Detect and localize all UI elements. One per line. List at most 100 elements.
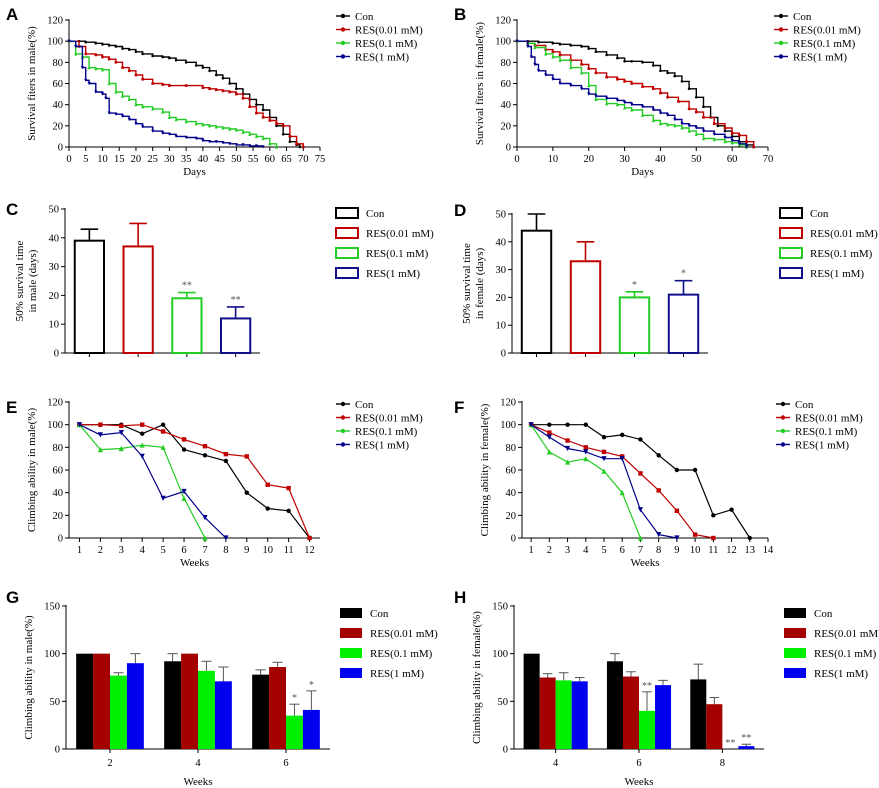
data-point — [201, 123, 205, 127]
data-point — [551, 55, 555, 59]
x-axis-label: Weeks — [630, 557, 659, 569]
y-tick-label: 80 — [53, 443, 64, 454]
data-point — [587, 92, 591, 96]
bar — [738, 746, 755, 749]
data-point — [605, 75, 608, 79]
legend-label: RES(0.1 mM) — [355, 38, 418, 50]
data-point — [641, 85, 644, 88]
x-tick-label: 4 — [195, 758, 201, 769]
data-point — [666, 71, 669, 75]
legend-marker — [340, 442, 346, 447]
significance-mark: ** — [231, 295, 241, 306]
data-point — [298, 145, 302, 149]
legend-item: RES(0.01 mM) — [776, 413, 863, 425]
bar — [220, 317, 252, 355]
data-point — [587, 67, 591, 70]
x-tick-label: 40 — [198, 154, 209, 165]
data-point — [558, 81, 562, 86]
data-point — [194, 136, 198, 141]
x-tick-label: 2 — [107, 758, 112, 769]
data-point — [281, 133, 285, 136]
data-point — [641, 61, 644, 64]
legend-item: RES(0.01 mM) — [774, 25, 861, 37]
data-point — [174, 117, 178, 122]
data-point — [161, 55, 165, 59]
y-axis-label: Survival fiters in female(%) — [474, 22, 486, 145]
legend-item: Con — [336, 11, 374, 23]
data-point — [221, 126, 225, 130]
legend-item: RES(0.01 mM) — [340, 628, 438, 640]
x-tick-label: 8 — [223, 545, 228, 556]
data-point — [255, 103, 258, 106]
data-point — [127, 97, 131, 101]
data-point — [134, 50, 138, 54]
x-tick-label: 10 — [97, 154, 108, 165]
data-point — [107, 57, 111, 61]
y-tick-label: 20 — [49, 291, 60, 302]
data-point — [674, 508, 680, 513]
legend-label: RES(1 mM) — [810, 268, 864, 280]
data-point — [701, 136, 706, 141]
data-point — [134, 122, 138, 126]
legend-marker — [340, 54, 346, 59]
legend-marker — [340, 27, 346, 32]
data-point — [107, 44, 111, 47]
y-axis-label: Climbing ability in male(%) — [23, 615, 35, 740]
data-point — [546, 449, 552, 455]
data-point — [94, 41, 98, 45]
x-tick-label: 70 — [298, 154, 309, 165]
y-tick-label: 0 — [58, 534, 63, 545]
data-point — [221, 76, 225, 80]
y-axis-label: 50% survival time — [14, 241, 26, 322]
x-tick-label: 60 — [727, 154, 738, 165]
y-tick-label: 80 — [506, 443, 517, 454]
data-point — [569, 66, 573, 70]
data-point — [680, 80, 684, 83]
data-point — [234, 128, 238, 132]
data-point — [241, 130, 245, 134]
data-point — [101, 43, 104, 46]
data-point — [702, 105, 705, 109]
legend-label: Con — [366, 208, 385, 220]
significance-mark: * — [292, 693, 297, 704]
y-tick-label: 50 — [49, 205, 60, 216]
chart-panel-F: F 0 20 40 60 80 100 120 Climbing ability in fema… — [454, 398, 863, 570]
data-point — [214, 88, 218, 92]
data-point — [659, 69, 662, 73]
data-point — [107, 81, 111, 86]
data-point — [544, 52, 548, 56]
data-point — [564, 459, 571, 465]
legend-swatch — [335, 267, 359, 279]
y-tick-label: 0 — [54, 349, 59, 360]
legend-swatch — [779, 227, 803, 239]
y-tick-label: 20 — [506, 511, 517, 522]
data-point — [702, 116, 705, 119]
legend-swatch — [340, 668, 362, 678]
data-point — [184, 84, 188, 87]
data-point — [637, 507, 644, 513]
x-tick-label: 4 — [140, 545, 146, 556]
chart-panel-C: C 0 10 20 30 40 50 50% survival time in male (da… — [6, 200, 434, 360]
data-point — [687, 124, 691, 128]
legend-label: Con — [814, 608, 833, 620]
legend-label: RES(1 mM) — [366, 268, 420, 280]
data-point — [594, 71, 598, 75]
data-point — [127, 117, 131, 122]
x-tick-label: 35 — [181, 154, 192, 165]
data-point — [615, 98, 619, 103]
legend-item: RES(0.1 mM) — [340, 648, 433, 660]
data-point — [544, 73, 548, 77]
data-point — [630, 103, 634, 107]
legend-item: RES(1 mM) — [340, 668, 424, 680]
data-point — [558, 58, 562, 62]
bar — [93, 653, 110, 749]
data-point — [687, 107, 691, 111]
y-tick-label: 0 — [511, 534, 516, 545]
data-point — [594, 97, 598, 101]
data-point — [104, 96, 108, 100]
data-point — [194, 122, 198, 126]
data-point — [723, 135, 727, 140]
legend-item: RES(1 mM) — [779, 267, 864, 280]
data-point — [547, 430, 552, 435]
